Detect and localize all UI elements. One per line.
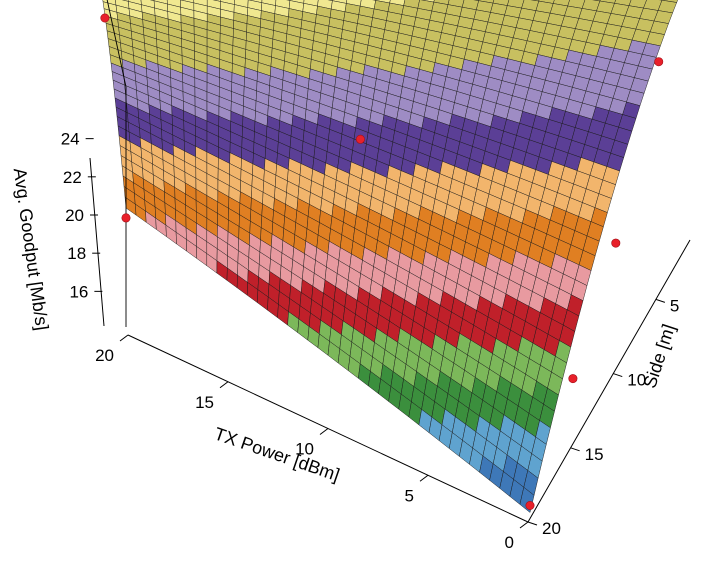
x-tick — [120, 335, 128, 341]
z-axis-title: Avg. Goodput [Mb/s] — [10, 167, 53, 332]
x-tick — [420, 475, 428, 481]
y-tick — [528, 522, 537, 525]
z-axis-line — [90, 158, 104, 326]
y-tick — [571, 448, 580, 451]
z-tick-label: 16 — [69, 282, 88, 301]
observed-point — [356, 135, 364, 143]
y-tick — [613, 374, 622, 377]
y-tick-label: 5 — [670, 296, 679, 315]
observed-point — [612, 239, 620, 247]
observed-point — [526, 501, 534, 509]
observed-point — [569, 374, 577, 382]
x-tick-label: 15 — [195, 393, 214, 412]
y-tick-label: 20 — [542, 519, 561, 538]
x-tick-label: 5 — [405, 486, 414, 505]
y-tick — [656, 299, 665, 302]
z-tick-label: 20 — [65, 206, 84, 225]
surface-mesh — [86, 0, 693, 512]
x-tick — [220, 382, 228, 388]
observed-point — [101, 14, 109, 22]
y-tick-label: 15 — [585, 445, 604, 464]
y-axis-title: Side [m] — [640, 322, 679, 391]
x-tick — [320, 429, 328, 435]
z-tick-label: 22 — [63, 168, 82, 187]
observed-point — [122, 214, 130, 222]
z-tick-label: 18 — [67, 244, 86, 263]
observed-point — [655, 58, 663, 66]
x-tick — [520, 522, 528, 528]
x-tick-label: 0 — [505, 533, 514, 552]
z-tick-label: 24 — [61, 130, 80, 149]
x-tick-label: 20 — [95, 346, 114, 365]
